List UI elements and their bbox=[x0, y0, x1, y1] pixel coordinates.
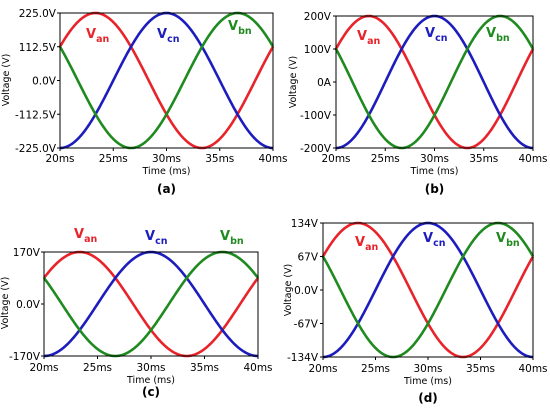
x-tick-label: 35ms bbox=[205, 153, 234, 165]
panel-label: (d) bbox=[418, 391, 438, 405]
x-tick-label: 40ms bbox=[243, 362, 272, 374]
y-tick-label: -170V bbox=[9, 351, 41, 363]
y-tick-label: 112.5V bbox=[19, 42, 57, 54]
series-label-v_bn: Vbn bbox=[486, 26, 510, 44]
series-label-v_bn: Vbn bbox=[496, 231, 520, 249]
x-axis-label: Time (ms) bbox=[403, 376, 452, 387]
y-tick-label: 0.0V bbox=[32, 76, 57, 88]
y-tick-label: 67V bbox=[297, 252, 318, 264]
series-label-v_bn: Vbn bbox=[220, 229, 244, 247]
x-axis-label: Time (ms) bbox=[410, 166, 459, 177]
y-tick-label: 0A bbox=[317, 77, 332, 89]
y-tick-label: 100V bbox=[304, 44, 332, 56]
x-tick-label: 40ms bbox=[258, 153, 287, 165]
series-label-v_an: Van bbox=[357, 29, 380, 47]
series-label-v_an: Van bbox=[74, 227, 97, 245]
y-tick-label: 170V bbox=[13, 247, 41, 259]
series-line-v_an bbox=[42, 250, 260, 358]
y-axis-label: Voltage (V) bbox=[1, 54, 12, 107]
x-tick-label: 20ms bbox=[321, 153, 350, 165]
x-tick-label: 25ms bbox=[83, 362, 112, 374]
y-tick-label: 134V bbox=[291, 218, 319, 230]
series-label-v_an: Van bbox=[86, 27, 109, 45]
y-tick-label: -67V bbox=[294, 319, 319, 331]
series-label-v_cn: Vcn bbox=[145, 229, 168, 247]
y-tick-label: -134V bbox=[287, 352, 319, 364]
series-label-v_cn: Vcn bbox=[157, 27, 180, 45]
x-tick-label: 30ms bbox=[413, 363, 442, 375]
x-tick-label: 35ms bbox=[469, 153, 498, 165]
x-tick-label: 30ms bbox=[420, 153, 449, 165]
x-tick-label: 20ms bbox=[308, 363, 337, 375]
x-axis-label: Time (ms) bbox=[126, 375, 175, 386]
y-axis-label: Voltage (V) bbox=[288, 56, 299, 109]
x-tick-label: 40ms bbox=[518, 153, 547, 165]
series-label-v_cn: Vcn bbox=[423, 231, 446, 249]
series-line-v_cn bbox=[43, 250, 259, 358]
x-tick-label: 25ms bbox=[99, 153, 128, 165]
panel-label: (a) bbox=[157, 182, 176, 196]
x-tick-label: 35ms bbox=[190, 362, 219, 374]
y-tick-label: -112.5V bbox=[15, 109, 57, 121]
y-axis-label: Voltage (V) bbox=[283, 264, 294, 317]
y-tick-label: 225.0V bbox=[19, 8, 57, 20]
y-tick-label: 0.0V bbox=[294, 285, 319, 297]
x-tick-label: 25ms bbox=[371, 153, 400, 165]
panel-label: (b) bbox=[425, 182, 445, 196]
x-tick-label: 20ms bbox=[29, 362, 58, 374]
series-label-v_bn: Vbn bbox=[228, 19, 252, 37]
y-axis-label: Voltage (V) bbox=[0, 277, 11, 330]
x-tick-label: 40ms bbox=[518, 363, 547, 375]
y-tick-label: 0.0V bbox=[16, 299, 41, 311]
x-axis-label: Time (ms) bbox=[142, 166, 191, 177]
y-tick-label: -100V bbox=[300, 110, 332, 122]
x-tick-label: 30ms bbox=[152, 153, 181, 165]
x-tick-label: 35ms bbox=[466, 363, 495, 375]
y-tick-label: -200V bbox=[300, 143, 332, 155]
panel-label: (c) bbox=[142, 385, 160, 399]
series-line-v_bn bbox=[42, 250, 260, 358]
x-tick-label: 20ms bbox=[45, 153, 74, 165]
x-tick-label: 25ms bbox=[361, 363, 390, 375]
series-label-v_cn: Vcn bbox=[425, 26, 448, 44]
y-tick-label: 200V bbox=[304, 11, 332, 23]
series-label-v_an: Van bbox=[355, 235, 378, 253]
y-tick-label: -225.0V bbox=[15, 143, 57, 155]
plot-frame bbox=[43, 251, 259, 357]
x-tick-label: 30ms bbox=[136, 362, 165, 374]
